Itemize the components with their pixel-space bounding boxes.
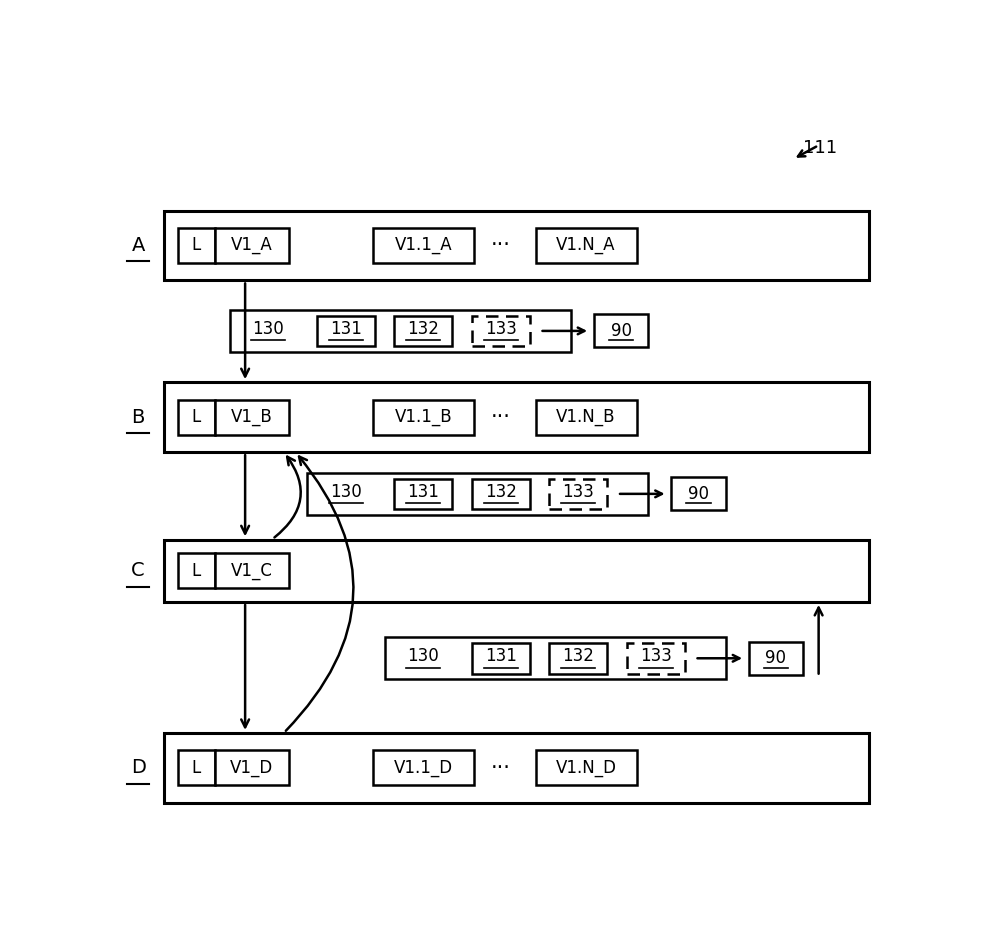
Bar — [164, 382, 869, 452]
Text: V1.1_B: V1.1_B — [395, 408, 452, 426]
Text: V1.N_A: V1.N_A — [556, 236, 616, 254]
Bar — [536, 228, 637, 263]
Bar — [749, 642, 803, 675]
Bar — [164, 734, 869, 803]
Bar — [307, 473, 648, 515]
Text: 130: 130 — [330, 483, 362, 501]
Text: L: L — [192, 236, 201, 254]
Text: L: L — [192, 759, 201, 777]
Bar — [215, 228, 289, 263]
Bar — [164, 211, 869, 280]
Bar — [317, 316, 375, 346]
Text: V1.1_A: V1.1_A — [395, 236, 452, 254]
Text: 133: 133 — [485, 320, 517, 338]
Bar — [594, 314, 648, 347]
Bar — [164, 540, 869, 602]
Bar — [385, 637, 726, 679]
Bar — [373, 400, 474, 435]
Text: 90: 90 — [688, 485, 709, 503]
Text: V1_C: V1_C — [231, 562, 273, 580]
Text: 131: 131 — [407, 483, 439, 501]
Text: V1.N_D: V1.N_D — [556, 759, 617, 777]
FancyArrowPatch shape — [274, 456, 301, 537]
Text: V1.1_D: V1.1_D — [394, 759, 453, 777]
Text: 132: 132 — [562, 647, 594, 665]
Text: 132: 132 — [407, 320, 439, 338]
Bar — [671, 477, 726, 511]
Bar — [472, 316, 530, 346]
Text: L: L — [192, 562, 201, 580]
Text: V1_B: V1_B — [231, 408, 273, 426]
Bar — [373, 228, 474, 263]
Bar — [394, 478, 452, 510]
Text: 133: 133 — [562, 483, 594, 501]
Text: ···: ··· — [491, 235, 511, 255]
Text: 133: 133 — [640, 647, 672, 665]
Text: ···: ··· — [491, 758, 511, 778]
Text: D: D — [131, 758, 146, 777]
Bar — [215, 553, 289, 588]
Bar — [472, 642, 530, 674]
Text: V1_A: V1_A — [231, 236, 273, 254]
Bar — [178, 400, 215, 435]
Text: 130: 130 — [408, 647, 439, 665]
Text: 132: 132 — [485, 483, 517, 501]
Bar — [178, 228, 215, 263]
Text: 90: 90 — [766, 649, 786, 667]
Text: L: L — [192, 408, 201, 426]
Bar — [178, 751, 215, 786]
Bar — [536, 400, 637, 435]
Text: B: B — [131, 408, 145, 427]
Text: 111: 111 — [803, 140, 837, 158]
Bar — [536, 751, 637, 786]
Bar — [549, 642, 607, 674]
Text: ···: ··· — [491, 407, 511, 427]
Text: V1_D: V1_D — [230, 759, 273, 777]
Bar — [373, 751, 474, 786]
Text: 90: 90 — [610, 322, 632, 340]
FancyArrowPatch shape — [286, 456, 353, 731]
Bar — [215, 751, 289, 786]
Text: 130: 130 — [252, 320, 284, 338]
Text: 131: 131 — [485, 647, 517, 665]
Bar — [215, 400, 289, 435]
Bar — [627, 642, 685, 674]
Text: A: A — [131, 236, 145, 255]
Text: 131: 131 — [330, 320, 362, 338]
Bar — [178, 553, 215, 588]
Text: V1.N_B: V1.N_B — [556, 408, 616, 426]
Text: C: C — [131, 561, 145, 580]
Bar — [394, 316, 452, 346]
Bar — [472, 478, 530, 510]
Bar — [230, 309, 571, 352]
Bar — [549, 478, 607, 510]
